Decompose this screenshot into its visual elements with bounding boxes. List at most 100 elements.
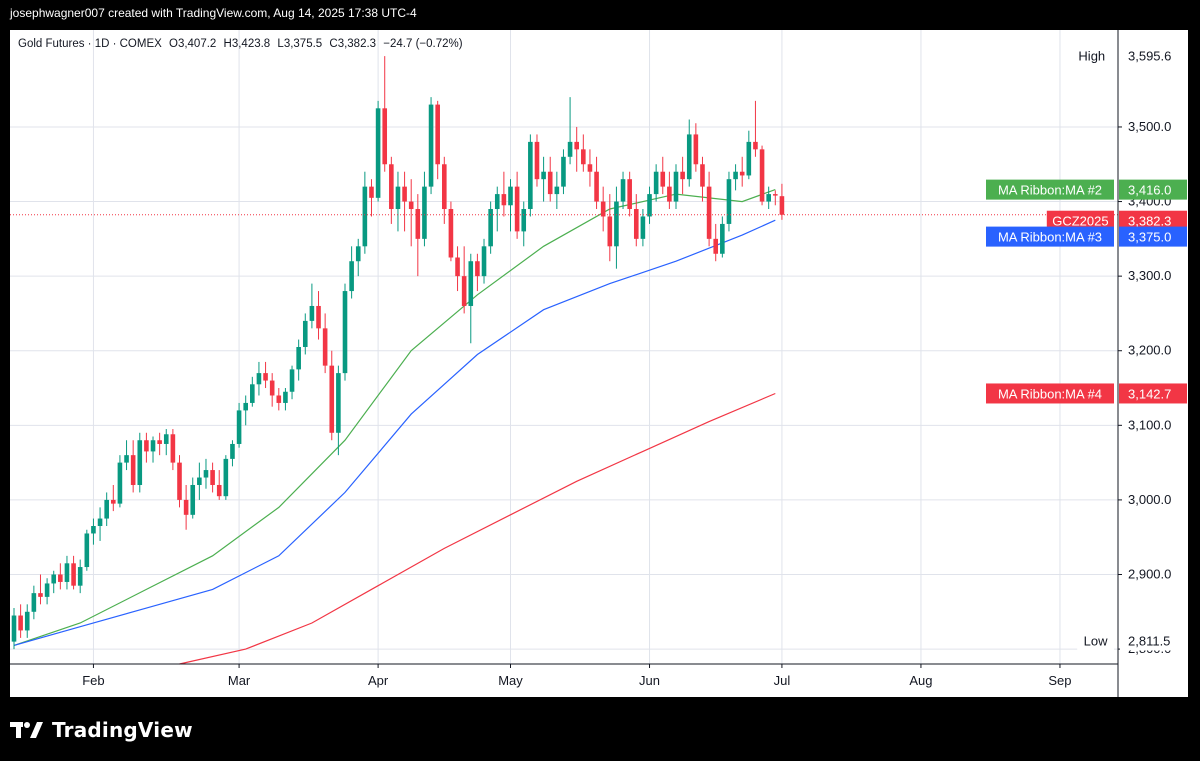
candle-body — [647, 194, 652, 217]
candle-body — [150, 440, 156, 452]
candle-body — [124, 455, 129, 463]
candle-body — [289, 369, 295, 392]
candle-body — [316, 305, 321, 329]
candle-body — [77, 567, 83, 586]
candle-body — [706, 186, 712, 239]
candle — [693, 123, 699, 172]
candle-body — [197, 477, 202, 485]
candle — [183, 484, 189, 530]
y-tick-label: 2,900.0 — [1128, 566, 1171, 581]
candle-body — [514, 186, 520, 232]
candle-body — [700, 164, 705, 187]
candle-body — [322, 328, 328, 366]
candle — [547, 156, 553, 202]
candle — [329, 350, 335, 441]
candle-body — [773, 194, 778, 196]
candle-body — [614, 201, 619, 247]
candle — [627, 171, 632, 217]
candlestick-chart[interactable]: 3,500.03,400.03,300.03,200.03,100.03,000… — [10, 30, 1188, 697]
candle-body — [71, 563, 76, 586]
candle — [362, 171, 368, 254]
candle-body — [673, 171, 679, 202]
candle-body — [230, 443, 235, 459]
candle — [216, 470, 222, 500]
candle — [660, 156, 666, 195]
candle-body — [31, 593, 37, 612]
price-tag-label: MA Ribbon:MA #3 — [998, 230, 1102, 245]
candle-body — [627, 179, 632, 210]
candle — [726, 171, 732, 232]
candle-body — [766, 194, 771, 202]
candle — [375, 100, 381, 202]
x-axis-ticks: FebMarAprMayJunJulAugSepOct — [82, 664, 1072, 688]
candle — [170, 429, 176, 471]
candle — [640, 209, 646, 247]
candle-body — [302, 320, 308, 347]
candle-body — [250, 384, 255, 403]
candle-body — [296, 347, 301, 370]
candle-body — [276, 395, 282, 403]
candle — [389, 156, 394, 224]
candle-body — [561, 156, 566, 187]
candle — [759, 145, 765, 206]
price-tag-value: 3,142.7 — [1128, 386, 1171, 401]
candle — [494, 186, 500, 232]
candle-body — [203, 470, 209, 478]
candle — [766, 186, 771, 210]
candle-body — [269, 380, 275, 396]
candle — [289, 365, 295, 400]
candle-body — [408, 201, 414, 210]
candle-body — [693, 134, 699, 165]
candle — [594, 156, 599, 210]
candle-body — [91, 526, 96, 534]
candle — [541, 156, 546, 202]
candle-body — [342, 291, 348, 374]
candle-body — [468, 261, 474, 306]
brand-bar: TradingView — [10, 712, 193, 748]
price-tag-label: GCZ2025 — [1052, 214, 1108, 229]
candle — [31, 585, 37, 620]
ohlc-legend: Gold Futures · 1D · COMEX O3,407.2 H3,42… — [18, 38, 467, 50]
candle-body — [170, 434, 176, 463]
candle — [514, 171, 520, 239]
x-tick-label: Sep — [1048, 673, 1071, 688]
candle — [581, 134, 586, 172]
candle-body — [494, 194, 500, 210]
candle-body — [475, 261, 480, 277]
axes — [10, 30, 1119, 697]
candle — [395, 171, 401, 232]
candle — [567, 97, 573, 165]
candle — [250, 376, 255, 407]
x-tick-label: Feb — [82, 673, 104, 688]
candle-body — [567, 141, 573, 157]
candle-body — [117, 462, 123, 504]
candle — [700, 156, 705, 202]
candle — [203, 458, 209, 489]
x-tick-label: Mar — [228, 673, 251, 688]
legend-open: O3,407.2 — [169, 38, 217, 50]
candle — [71, 555, 76, 590]
chart-panel[interactable]: 3,500.0 3,400.0 3,300.0 3,200.0 3,100.0 3,000… — [10, 30, 1188, 697]
candle — [77, 559, 83, 594]
candle-body — [157, 440, 162, 444]
candle-body — [84, 533, 90, 568]
y-axis-ticks: 3,500.03,400.03,300.03,200.03,100.03,000… — [1118, 119, 1171, 656]
candle-body — [163, 434, 169, 444]
price-tag-label: High — [1078, 49, 1105, 64]
candle-body — [216, 484, 222, 497]
candle — [408, 179, 414, 247]
candle — [574, 126, 579, 172]
legend-high: H3,423.8 — [223, 38, 271, 50]
candle-body — [442, 164, 447, 210]
candle — [309, 283, 315, 329]
candle-body — [746, 141, 752, 176]
candle — [455, 246, 460, 292]
candle-body — [547, 171, 553, 195]
candle-body — [144, 440, 149, 452]
candle-body — [633, 209, 639, 239]
candle — [475, 253, 480, 292]
x-tick-label: Aug — [909, 673, 932, 688]
candle-body — [501, 194, 507, 206]
candle — [422, 171, 427, 247]
candle-body — [594, 171, 599, 202]
